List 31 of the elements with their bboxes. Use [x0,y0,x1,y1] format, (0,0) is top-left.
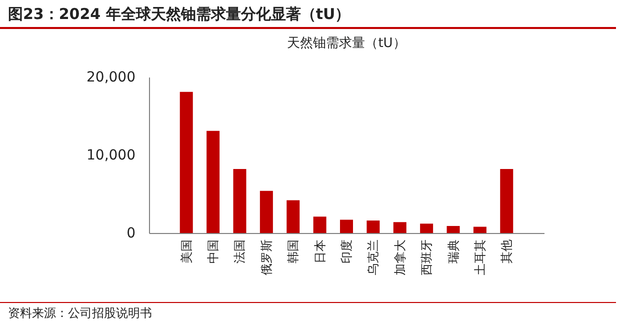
x-tick-label: 法国 [232,240,247,264]
x-tick-label: 韩国 [286,240,300,264]
bar [393,222,406,233]
x-tick-label: 土耳其 [472,240,487,276]
x-tick-label: 其他 [500,240,514,264]
bar [366,220,380,233]
bar [233,169,246,233]
x-tick-label: 瑞典 [446,240,460,264]
text: 资料来源：公司招股说明书 [0,302,616,324]
x-tick-label: 乌克兰 [366,240,380,276]
y-tick-label: 20,000 [86,70,136,86]
y-tick-label: 10,000 [86,148,136,164]
x-tick-label: 中国 [206,240,220,264]
bar [500,169,514,233]
x-tick-label: 加拿大 [392,240,407,276]
chart-subtitle: 天然铀需求量（tU） [287,36,406,51]
x-tick-label: 美国 [179,240,194,264]
bar [206,130,220,233]
bar [473,226,486,233]
chart-title: 图23：2024 年全球天然铀需求量分化显著（tU） [0,0,616,29]
bar [340,220,353,233]
bar [313,216,326,233]
x-tick-label: 印度 [340,240,354,264]
bar [420,224,434,233]
bar [446,226,460,233]
bar [260,190,273,233]
y-tick-label: 0 [126,226,136,242]
bar [180,92,193,233]
x-tick-label: 日本 [312,240,327,264]
bar [286,200,300,233]
x-tick-label: 西班牙 [420,240,434,276]
